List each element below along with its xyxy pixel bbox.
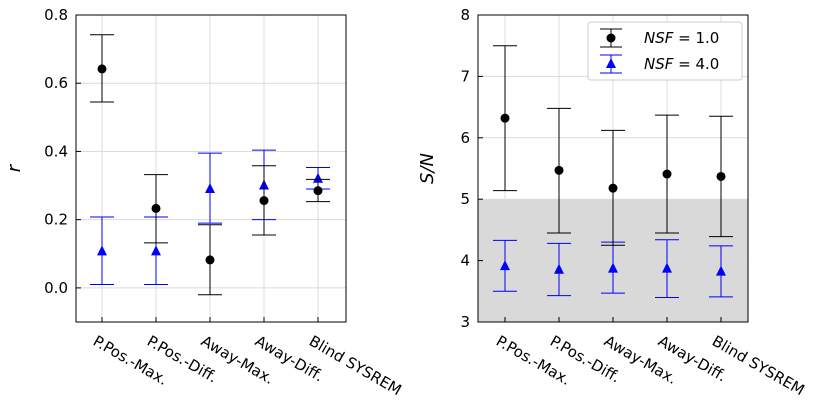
data-point [608,262,618,273]
data-point [151,245,161,256]
y-tick-label: 0.4 [44,142,68,160]
data-point [716,171,726,181]
data-point [662,169,672,179]
y-tick-label: 6 [460,129,470,147]
y-axis-label: r [4,163,25,172]
data-point [313,172,323,183]
data-point [500,113,510,123]
data-point [608,183,618,193]
y-tick-label: 7 [460,67,470,85]
data-point [151,203,161,213]
series-nsf-1 [493,45,733,246]
y-axis-label: S/N [417,153,438,184]
y-tick-label: 5 [460,190,470,208]
data-point [97,245,107,256]
data-point [97,64,107,74]
y-tick-label: 0.0 [44,279,68,297]
legend-marker [606,33,616,43]
data-point [554,263,564,274]
y-tick-label: 8 [460,6,470,24]
legend-marker [606,58,616,68]
data-point [205,255,215,265]
legend: NSF = 1.0 NSF = 4.0 [587,21,743,81]
series-nsf-1 [90,34,330,296]
panel-1: 0.00.20.40.60.8P.Pos.-Max.P.Pos.-Diff.Aw… [4,6,405,399]
panel-2: 345678P.Pos.-Max.P.Pos.-Diff.Away-Max.Aw… [417,6,808,399]
data-point [716,265,726,276]
y-tick-label: 0.2 [44,211,68,229]
y-tick-label: 0.8 [44,6,68,24]
data-point [554,165,564,175]
y-tick-label: 3 [460,313,470,331]
legend-label: NSF = 4.0 [644,55,719,73]
y-tick-label: 0.6 [44,74,68,92]
y-tick-label: 4 [460,252,470,270]
data-point [205,182,215,193]
data-point [500,260,510,271]
data-point [662,262,672,273]
legend-label: NSF = 1.0 [644,29,719,47]
data-point [259,196,269,206]
data-point [313,186,323,196]
plot-frame [75,14,347,323]
legend-box [587,21,743,81]
